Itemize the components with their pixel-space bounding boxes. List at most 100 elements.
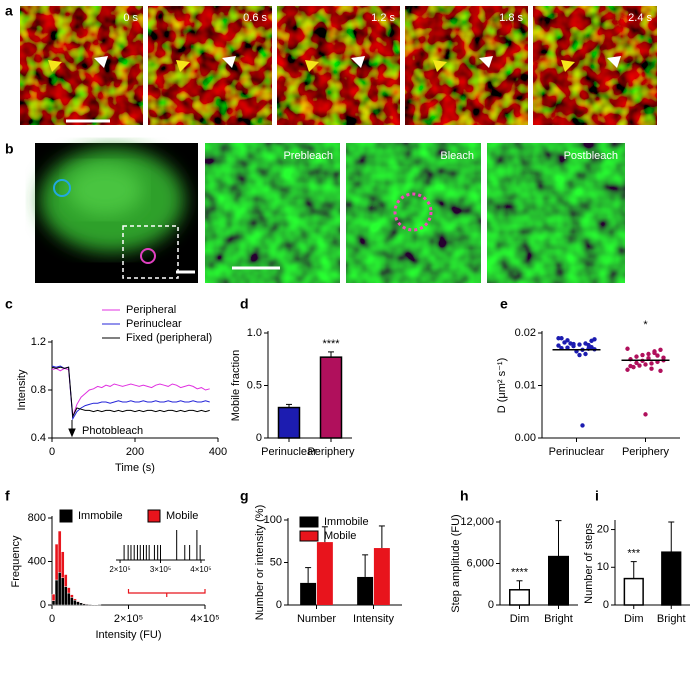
point	[628, 363, 633, 369]
y-tick-label: 10	[597, 561, 609, 573]
histogram-bar	[54, 579, 59, 606]
x-tick-label: Periphery	[307, 446, 355, 458]
y-tick-label: 1.2	[31, 336, 46, 348]
annotation-arrow	[68, 420, 76, 438]
histogram-bar	[67, 587, 71, 594]
point	[640, 352, 645, 358]
annotation: ****	[511, 567, 529, 579]
inset-tick-label: 2×10⁵	[109, 565, 130, 574]
y-tick-label: 400	[28, 555, 46, 567]
point	[559, 336, 564, 341]
legend-label: Immobile	[324, 516, 369, 528]
y-tick-label: 50	[270, 556, 282, 568]
x-tick-label: 2×10⁵	[114, 613, 143, 625]
x-tick-label: 400	[209, 446, 227, 458]
x-tick-label: 200	[126, 446, 144, 458]
point	[655, 353, 660, 358]
y-tick-label: 12,000	[460, 516, 494, 528]
point	[625, 346, 630, 351]
histogram-bar	[76, 601, 80, 606]
panel-a-images	[20, 6, 657, 125]
point	[661, 355, 666, 360]
histogram-bar	[57, 572, 62, 606]
bar	[319, 356, 343, 439]
bar	[548, 555, 569, 606]
point	[577, 342, 582, 347]
x-tick-label: Periphery	[622, 446, 670, 458]
y-tick-label: 0.00	[515, 432, 536, 444]
panel-b-images	[35, 143, 625, 283]
bar	[300, 582, 317, 605]
x-axis-label: Time (s)	[115, 462, 155, 474]
data-line	[51, 366, 210, 419]
histogram-bar	[76, 600, 80, 602]
y-axis-label: Number or intensity (%)	[254, 505, 266, 621]
x-tick-label: 4×10⁵	[190, 613, 219, 625]
histogram-bar	[57, 530, 62, 573]
legend-label: Peripheral	[126, 304, 176, 316]
time-label: 0.6 s	[243, 12, 267, 24]
data-line	[51, 365, 210, 421]
panel-label: f	[5, 488, 10, 504]
x-tick-label: Number	[297, 613, 336, 625]
y-tick-label: 1.0	[247, 327, 262, 339]
legend-swatch	[147, 509, 161, 523]
y-axis-label: Mobile fraction	[230, 350, 242, 422]
y-tick-label: 0	[276, 599, 282, 611]
point	[643, 362, 648, 367]
point	[646, 356, 651, 361]
bar	[316, 542, 333, 605]
inset-tick-label: 4×10⁵	[190, 565, 211, 574]
bar	[509, 589, 530, 606]
histogram-bar	[70, 594, 74, 598]
annotation: Photobleach	[82, 425, 143, 437]
y-tick-label: 0.5	[247, 379, 262, 391]
y-tick-label: 20	[597, 523, 609, 535]
y-tick-label: 0	[40, 599, 46, 611]
histogram-bar	[51, 593, 56, 601]
histogram-bar	[51, 600, 56, 606]
legend-label: Perinuclear	[126, 318, 182, 330]
time-label: 1.2 s	[371, 12, 395, 24]
y-axis-label: Frequency	[10, 535, 22, 587]
point	[625, 367, 630, 372]
panel-label: c	[5, 296, 13, 312]
legend-swatch	[59, 509, 73, 523]
x-tick-label: Bright	[657, 613, 686, 625]
legend-label: Mobile	[166, 510, 198, 522]
time-label: 0 s	[123, 12, 138, 24]
legend-label: Fixed (peripheral)	[126, 332, 212, 344]
histogram-bar	[88, 604, 92, 606]
panel-label: b	[5, 141, 14, 157]
point	[592, 337, 597, 342]
bar	[661, 551, 682, 606]
point	[658, 368, 663, 373]
histogram-bar	[54, 543, 59, 581]
bar	[357, 576, 374, 605]
x-tick-label: 0	[49, 613, 55, 625]
histogram-bar	[60, 577, 65, 606]
image-label: Prebleach	[283, 150, 333, 162]
point	[643, 412, 648, 417]
panel-label: a	[5, 3, 13, 19]
annotation: ****	[322, 338, 340, 350]
data-line	[51, 367, 210, 417]
x-tick-label: Dim	[624, 613, 644, 625]
point	[565, 345, 570, 350]
y-tick-label: 6,000	[466, 557, 494, 569]
point	[583, 351, 588, 357]
y-axis-label: D (μm² s⁻¹)	[496, 358, 508, 414]
point	[637, 363, 642, 368]
point	[649, 361, 654, 366]
bar	[277, 406, 301, 439]
histogram-bar	[64, 574, 68, 587]
panel-label: h	[460, 488, 469, 504]
y-axis-label: Step amplitude (FU)	[450, 514, 462, 612]
legend-label: Mobile	[324, 530, 356, 542]
x-tick-label: 0	[49, 446, 55, 458]
panel-label: e	[500, 296, 508, 312]
annotation: *	[643, 319, 648, 331]
legend-swatch	[299, 516, 319, 528]
point	[646, 351, 651, 357]
x-tick-label: Perinuclear	[549, 446, 605, 458]
